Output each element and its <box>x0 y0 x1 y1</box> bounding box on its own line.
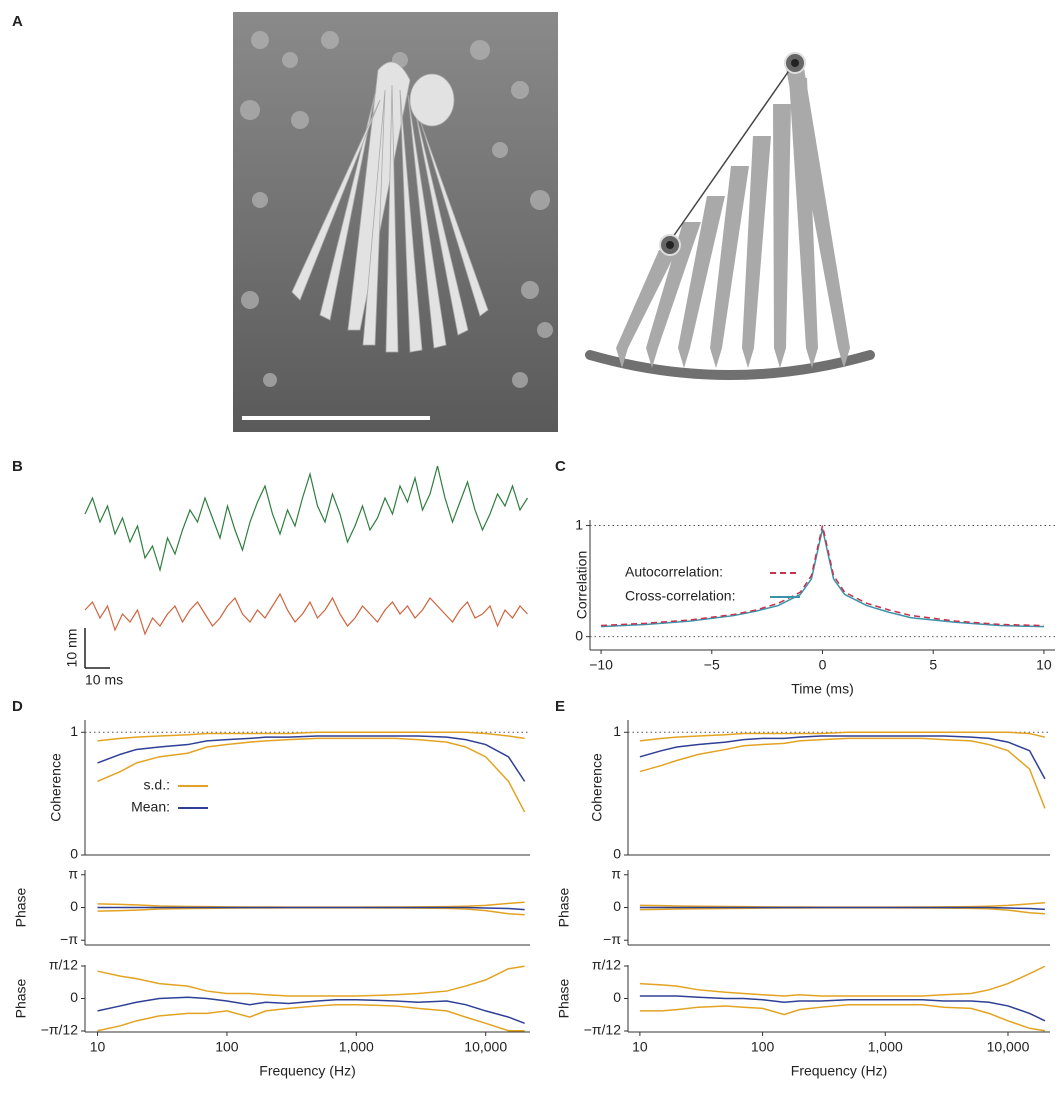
legend-label: Autocorrelation: <box>625 564 723 580</box>
x-axis-label: Time (ms) <box>791 681 853 697</box>
x-tick-label: 10,000 <box>987 1039 1030 1055</box>
micrograph <box>233 12 558 432</box>
tip-link-anchor-core <box>666 241 674 249</box>
series-line <box>97 1003 525 1032</box>
series-line <box>639 731 1046 742</box>
series-line <box>639 902 1045 908</box>
x-tick-label: 5 <box>929 657 937 673</box>
y-tick-label: −π <box>603 931 621 947</box>
series-line <box>97 965 525 997</box>
legend-label: Mean: <box>131 799 170 815</box>
series-line <box>639 906 1045 911</box>
y-tick-label: 0 <box>70 898 78 914</box>
y-tick-label: π/12 <box>592 957 621 973</box>
x-tick-label: 1,000 <box>868 1039 903 1055</box>
y-tick-label: 0 <box>70 846 78 862</box>
y-axis-label: Phase <box>556 978 572 1018</box>
y-tick-label: 0 <box>613 846 621 862</box>
y-axis-label: Phase <box>556 887 572 927</box>
stereocilium <box>616 250 677 368</box>
x-tick-label: 100 <box>215 1039 239 1055</box>
panel-label: B <box>12 458 23 475</box>
x-tick-label: −5 <box>704 657 720 673</box>
y-tick-label: −π/12 <box>584 1022 622 1038</box>
x-tick-label: −10 <box>589 657 613 673</box>
y-axis-label: Coherence <box>589 753 605 822</box>
series-line <box>97 901 525 908</box>
x-axis-label: Frequency (Hz) <box>259 1063 355 1079</box>
y-tick-label: 1 <box>575 516 583 532</box>
legend-label: s.d.: <box>144 777 170 793</box>
scale-bar-label: 10 ms <box>85 672 123 688</box>
y-tick-label: 1 <box>613 723 621 739</box>
series-line <box>97 906 525 911</box>
series-line <box>97 907 525 916</box>
bundle-diagram <box>585 52 875 380</box>
series-line <box>97 996 525 1025</box>
series-line <box>97 731 525 742</box>
x-tick-label: 10 <box>632 1039 648 1055</box>
x-axis-label: Frequency (Hz) <box>791 1063 887 1079</box>
legend-label: Cross-correlation: <box>625 588 735 604</box>
y-tick-label: 0 <box>613 898 621 914</box>
y-tick-label: π <box>611 865 621 881</box>
y-tick-label: π <box>68 865 78 881</box>
y-tick-label: −π/12 <box>41 1022 79 1038</box>
y-axis-label: Phase <box>13 887 29 927</box>
tip-link <box>667 61 796 245</box>
stereocilium <box>710 166 749 368</box>
y-tick-label: 0 <box>575 627 583 643</box>
scale-bar-label: 10 nm <box>64 629 80 668</box>
series-line <box>639 737 1046 809</box>
panel-label: A <box>12 13 23 30</box>
x-tick-label: 100 <box>751 1039 775 1055</box>
tip-link-anchor-core <box>791 59 799 67</box>
y-axis-label: Phase <box>13 978 29 1018</box>
series-line <box>639 965 1046 997</box>
series-line <box>639 735 1046 780</box>
series-line <box>639 1003 1046 1032</box>
y-tick-label: 0 <box>613 989 621 1005</box>
stereocilium <box>773 104 791 368</box>
series-line <box>639 995 1046 1022</box>
series-line <box>97 737 526 813</box>
y-tick-label: 1 <box>70 723 78 739</box>
series-line <box>97 735 526 782</box>
panel-label: D <box>12 698 23 715</box>
y-tick-label: 0 <box>70 989 78 1005</box>
trace <box>84 465 529 573</box>
y-tick-label: π/12 <box>49 957 78 973</box>
stereocilium <box>742 136 771 368</box>
x-tick-label: 0 <box>819 657 827 673</box>
stereocilium <box>789 78 818 368</box>
x-tick-label: 10 <box>90 1039 106 1055</box>
y-tick-label: −π <box>60 931 78 947</box>
y-axis-label: Coherence <box>48 753 64 822</box>
y-axis-label: Correlation <box>574 551 590 619</box>
series-line <box>639 907 1045 915</box>
stereocilium <box>646 222 701 368</box>
x-tick-label: 10 <box>1036 657 1052 673</box>
series-line <box>601 525 1044 627</box>
trace <box>84 592 528 636</box>
panel-label: E <box>555 698 565 715</box>
x-tick-label: 10,000 <box>464 1039 507 1055</box>
stereocilium <box>678 196 725 368</box>
panel-label: C <box>555 458 566 475</box>
stereocilium <box>786 68 850 368</box>
x-tick-label: 1,000 <box>339 1039 374 1055</box>
